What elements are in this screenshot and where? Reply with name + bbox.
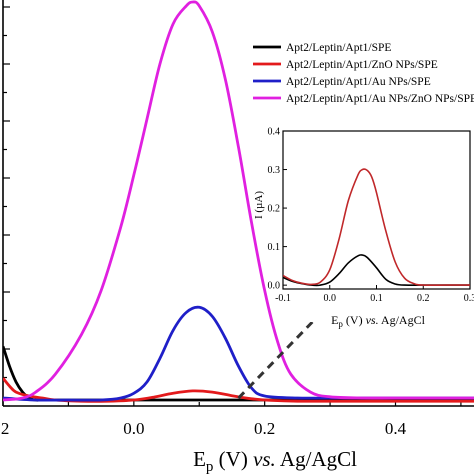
main-x-label-rest: (V)	[213, 447, 253, 471]
main-axes: .2 0.0 0.2 0.4	[0, 0, 474, 438]
main-x-label-tail: Ag/AgCl	[276, 447, 357, 471]
inset-x-tick-label: 0.1	[370, 293, 383, 304]
inset-x-axis-label: Ep (V) vs. Ag/AgCl	[331, 313, 426, 329]
inset-series-group	[283, 168, 470, 287]
inset-series-line-2	[283, 168, 470, 287]
inset-x-tick-label: 0.0	[324, 293, 337, 304]
inset-x-label-tail: Ag/AgCl	[379, 313, 426, 327]
inset-y-tick-label: 0.0	[268, 281, 281, 292]
legend-label-1: Apt2/Leptin/Apt1/SPE	[286, 42, 391, 54]
inset-x-label-rest: (V)	[343, 313, 366, 327]
inset-background	[277, 120, 474, 322]
main-series-line-4	[3, 0, 474, 402]
main-x-tick-label: 0.4	[385, 419, 407, 438]
inset-y-tick-label: 0.4	[268, 127, 281, 138]
inset-x-tick-label: 0.3	[464, 293, 474, 304]
legend-label-2: Apt2/Leptin/Apt1/ZnO NPs/SPE	[286, 59, 438, 71]
main-series-group	[3, 0, 474, 403]
main-x-tick-label: .2	[0, 419, 9, 438]
main-x-axis-label: Ep (V) vs. Ag/AgCl	[193, 447, 357, 474]
legend-label-3: Apt2/Leptin/Apt1/Au NPs/SPE	[286, 76, 431, 88]
main-x-tick-label: 0.0	[123, 419, 144, 438]
inset-x-tick-label: 0.2	[417, 293, 430, 304]
inset-axes: 0.00.10.20.30.4-0.1 0.0 0.1 0.2 0.3	[268, 127, 474, 305]
main-series-line-3	[3, 305, 474, 402]
legend-label-4: Apt2/Leptin/Apt1/Au NPs/ZnO NPs/SPE	[286, 93, 474, 105]
inset-x-label-main: E	[331, 313, 338, 327]
zoom-arrow-shaft	[237, 309, 325, 400]
inset-x-label-italic: vs.	[366, 313, 379, 327]
main-x-label-main: E	[193, 447, 206, 471]
main-x-label-sub: p	[206, 459, 214, 474]
inset-y-axis-label: I (µA)	[253, 191, 265, 219]
inset-y-tick-label: 0.1	[268, 242, 281, 253]
main-x-tick-label: 0.2	[254, 419, 275, 438]
inset-y-tick-label: 0.3	[268, 165, 281, 176]
inset-x-tick-label: -0.1	[275, 293, 291, 304]
main-x-label-italic: vs.	[253, 447, 276, 471]
legend: Apt2/Leptin/Apt1/SPE Apt2/Leptin/Apt1/ZnO…	[253, 42, 474, 105]
inset-chart: 0.00.10.20.30.4-0.1 0.0 0.1 0.2 0.3 I (µA) E…	[253, 120, 474, 329]
inset-x-label-sub: p	[338, 319, 343, 329]
inset-y-tick-label: 0.2	[268, 204, 281, 215]
